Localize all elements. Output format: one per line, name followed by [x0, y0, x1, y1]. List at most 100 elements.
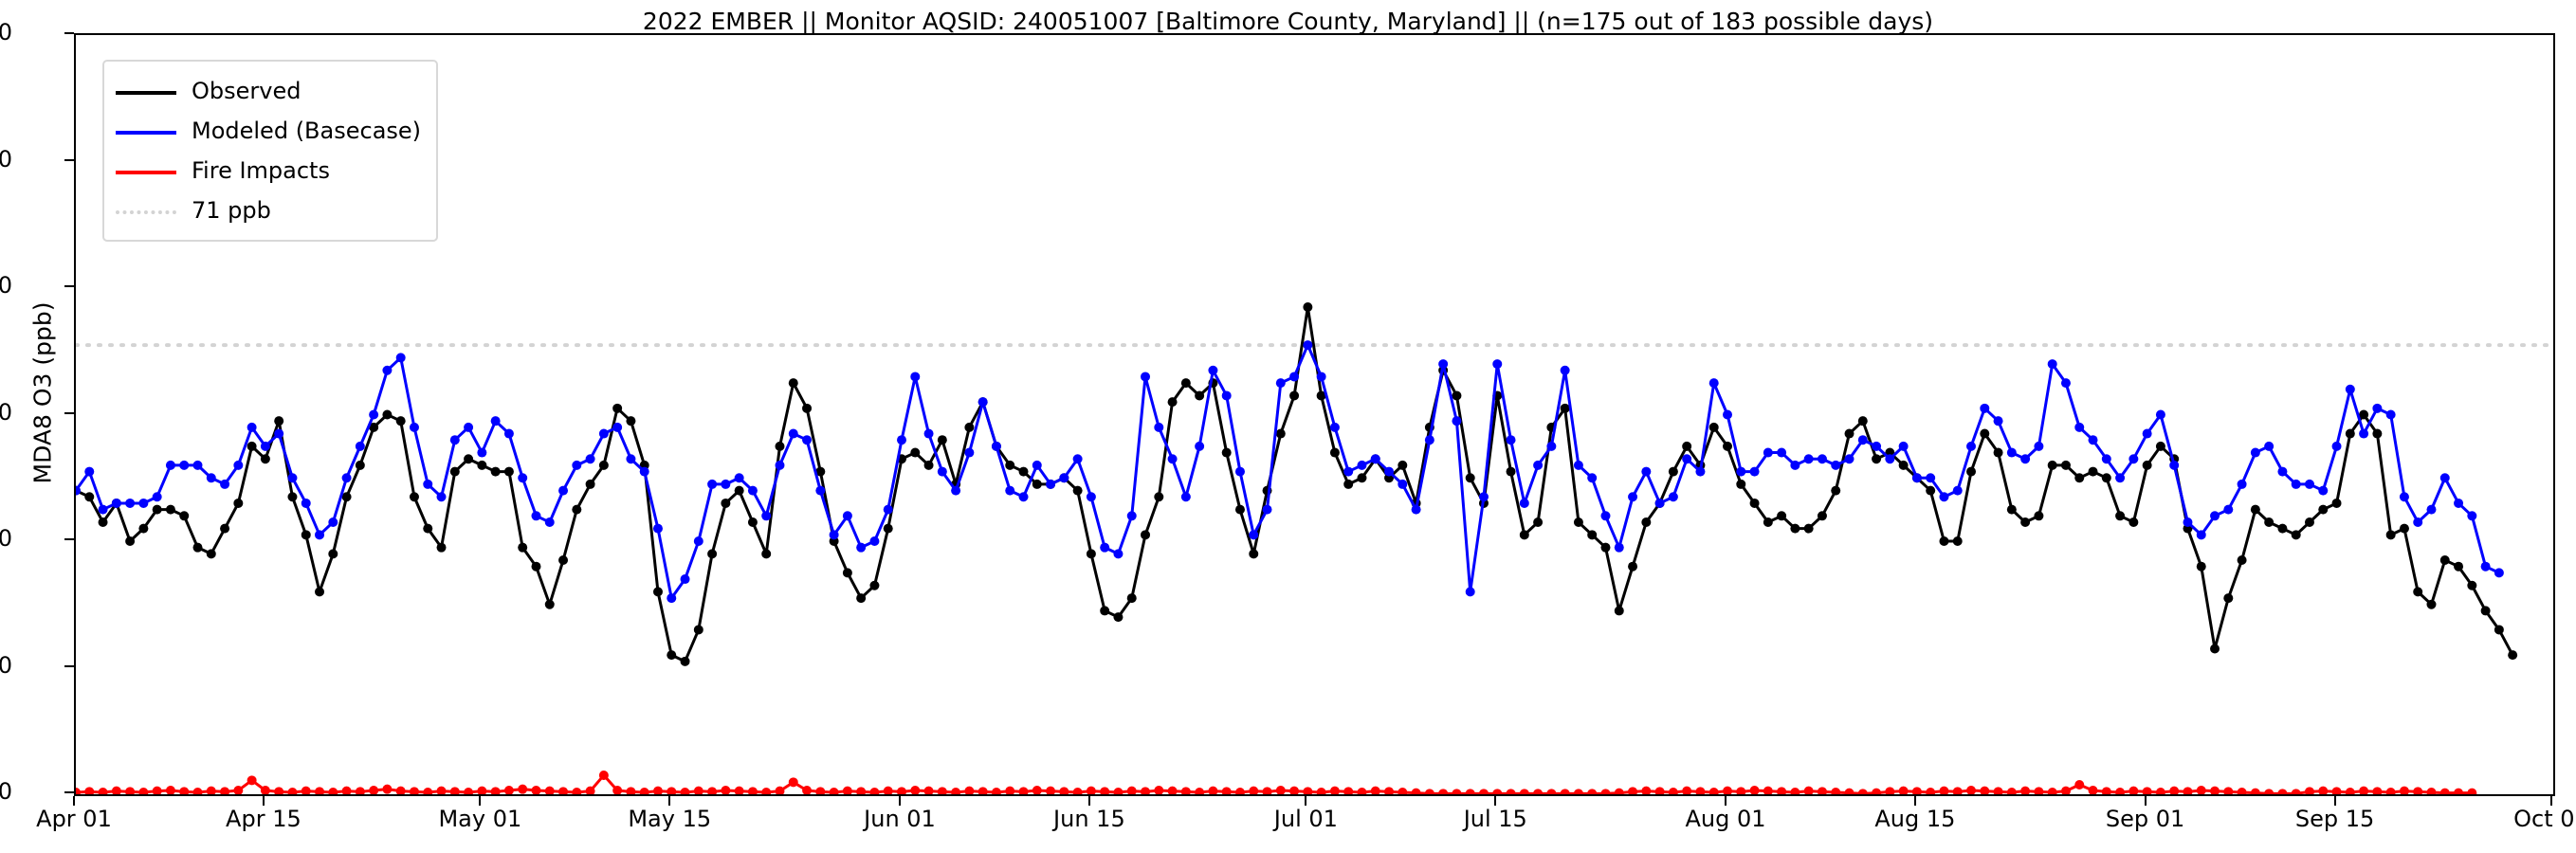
data-point: [1032, 479, 1042, 489]
data-point: [2331, 787, 2342, 794]
data-point: [1059, 473, 1069, 483]
legend-item[interactable]: 71 ppb: [116, 191, 421, 230]
data-point: [2359, 786, 2369, 794]
data-point: [869, 536, 880, 546]
data-point: [220, 523, 230, 534]
data-point: [2223, 593, 2234, 604]
data-point: [260, 441, 270, 451]
data-point: [951, 485, 961, 496]
data-point: [1086, 492, 1096, 502]
data-point: [1952, 787, 1963, 794]
data-point: [1005, 485, 1015, 496]
data-point: [1926, 788, 1936, 794]
data-point: [1980, 786, 1990, 794]
data-point: [1614, 606, 1624, 616]
data-point: [815, 485, 826, 496]
y-tick-label: 40: [0, 525, 12, 552]
data-point: [138, 788, 149, 794]
data-point: [1113, 788, 1124, 794]
data-point: [2480, 561, 2491, 572]
data-point: [680, 788, 690, 794]
data-point: [2155, 788, 2165, 794]
x-tick-label: Oct 01: [2513, 806, 2576, 832]
data-point: [1817, 511, 1827, 521]
data-point: [1872, 454, 1882, 464]
legend-item-label: Observed: [192, 78, 301, 104]
data-point: [1506, 466, 1516, 477]
chart-title: 2022 EMBER || Monitor AQSID: 240051007 […: [642, 8, 1934, 35]
plot-lines: [76, 302, 2553, 794]
data-point: [1221, 447, 1232, 458]
data-point: [788, 378, 798, 389]
data-point: [2115, 788, 2126, 794]
data-point: [2372, 428, 2383, 439]
data-point: [1993, 447, 2003, 458]
data-point: [1723, 409, 1732, 420]
data-point: [652, 587, 663, 597]
data-point: [1872, 788, 1882, 794]
data-point: [544, 786, 555, 794]
data-point: [680, 656, 690, 666]
data-point: [2223, 787, 2234, 794]
data-point: [2237, 555, 2247, 566]
data-point: [260, 454, 270, 464]
data-point: [1208, 365, 1218, 375]
data-point: [1519, 789, 1529, 794]
x-tick-mark: [1494, 796, 1497, 806]
data-point: [883, 504, 893, 515]
data-point: [1343, 479, 1354, 489]
data-point: [1533, 460, 1544, 470]
data-point: [2399, 492, 2409, 502]
data-point: [2020, 517, 2031, 527]
data-point: [531, 561, 541, 572]
data-point: [626, 416, 636, 426]
data-point: [125, 787, 136, 794]
data-point: [1844, 788, 1854, 794]
data-point: [287, 473, 298, 483]
data-point: [1005, 460, 1015, 470]
data-point: [1560, 789, 1570, 794]
data-point: [503, 786, 514, 794]
data-point: [301, 530, 311, 540]
data-point: [1641, 786, 1652, 794]
data-point: [667, 787, 677, 794]
data-point: [558, 555, 569, 566]
x-tick-mark: [479, 796, 482, 806]
data-point: [382, 365, 393, 375]
data-point: [1519, 530, 1529, 540]
data-point: [1682, 441, 1692, 451]
data-point: [2454, 788, 2464, 794]
data-point: [1628, 561, 1638, 572]
legend-item[interactable]: Modeled (Basecase): [116, 111, 421, 151]
data-point: [247, 775, 257, 786]
legend-item[interactable]: Fire Impacts: [116, 151, 421, 191]
data-point: [815, 466, 826, 477]
data-point: [2345, 428, 2355, 439]
data-point: [165, 504, 175, 515]
data-point: [382, 409, 393, 420]
data-point: [856, 542, 867, 553]
data-point: [883, 523, 893, 534]
data-point: [2223, 504, 2234, 515]
data-point: [98, 504, 108, 515]
data-point: [409, 492, 419, 502]
data-point: [842, 511, 852, 521]
data-point: [503, 428, 514, 439]
data-point: [1600, 511, 1611, 521]
data-point: [1126, 593, 1137, 604]
data-point: [2413, 587, 2423, 597]
data-point: [2128, 454, 2139, 464]
data-point: [138, 498, 149, 508]
data-point: [436, 786, 447, 794]
legend-item[interactable]: Observed: [116, 71, 421, 111]
data-point: [1600, 542, 1611, 553]
data-point: [2006, 447, 2017, 458]
data-point: [2196, 561, 2206, 572]
data-point: [1438, 789, 1449, 794]
data-point: [2101, 454, 2111, 464]
data-point: [1289, 390, 1300, 401]
data-point: [2331, 441, 2342, 451]
data-point: [856, 593, 867, 604]
data-point: [2020, 454, 2031, 464]
data-point: [1790, 788, 1800, 794]
